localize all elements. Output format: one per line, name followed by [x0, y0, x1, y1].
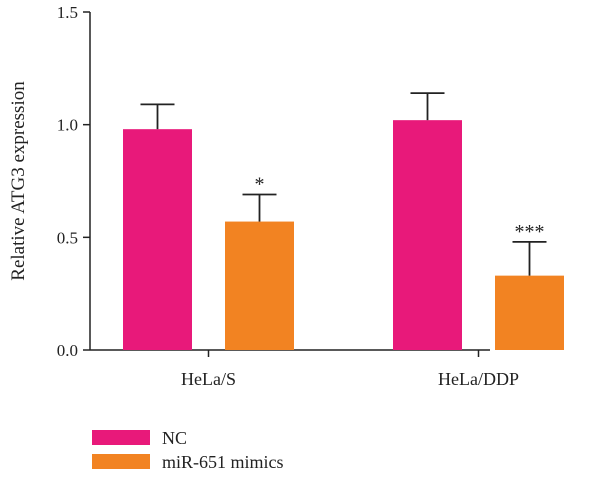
- bar-0-0: [123, 129, 192, 350]
- y-axis-label: Relative ATG3 expression: [8, 81, 29, 281]
- legend-swatch-0: [92, 430, 150, 445]
- y-tick-label-1: 0.5: [57, 228, 78, 247]
- legend-label-1: miR-651 mimics: [162, 452, 284, 472]
- y-tick-label-3: 1.5: [57, 3, 78, 22]
- significance-label-0-1: *: [255, 174, 265, 196]
- significance-label-1-1: ***: [515, 221, 545, 243]
- bar-1-0: [393, 120, 462, 350]
- y-tick-label-0: 0.0: [57, 341, 78, 360]
- bar-1-1: [495, 275, 564, 350]
- x-tick-label-0: HeLa/S: [181, 369, 236, 389]
- y-tick-label-2: 1.0: [57, 116, 78, 135]
- bar-0-1: [225, 221, 294, 350]
- legend-label-0: NC: [162, 428, 187, 448]
- legend-swatch-1: [92, 454, 150, 469]
- x-tick-label-1: HeLa/DDP: [438, 369, 519, 389]
